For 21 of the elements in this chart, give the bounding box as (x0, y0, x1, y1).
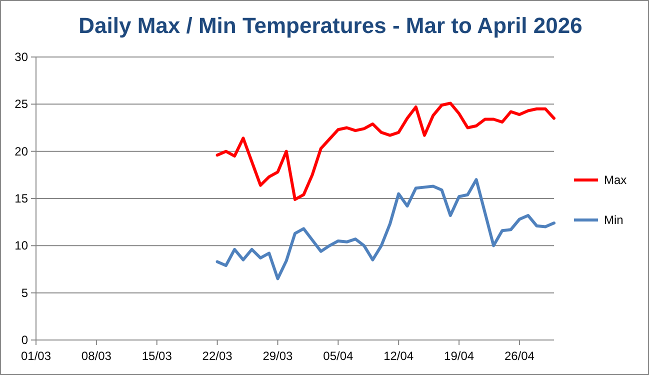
x-tick-label: 22/03 (202, 349, 233, 363)
y-tick-label: 5 (21, 286, 28, 300)
y-tick-label: 10 (14, 238, 28, 253)
x-tick-label: 05/04 (323, 349, 354, 363)
x-tick-label: 08/03 (81, 349, 112, 363)
x-tick-label: 19/04 (444, 349, 474, 363)
y-tick-label: 15 (14, 192, 28, 206)
chart-title: Daily Max / Min Temperatures - Mar to April 2026 (78, 13, 582, 38)
legend-label: Min (604, 213, 624, 227)
y-tick-label: 25 (14, 97, 28, 112)
y-tick-label: 0 (21, 333, 28, 347)
x-tick-label: 26/04 (504, 349, 535, 363)
x-tick-label: 12/04 (384, 349, 414, 363)
y-tick-label: 30 (14, 50, 28, 64)
x-tick-label: 15/03 (142, 349, 172, 363)
line-series (216, 102, 556, 201)
x-tick-label: 01/03 (20, 349, 52, 363)
legend-label: Max (604, 173, 627, 187)
x-tick-label: 29/03 (262, 349, 294, 363)
y-tick-label: 20 (14, 144, 28, 158)
line-series (216, 178, 556, 280)
